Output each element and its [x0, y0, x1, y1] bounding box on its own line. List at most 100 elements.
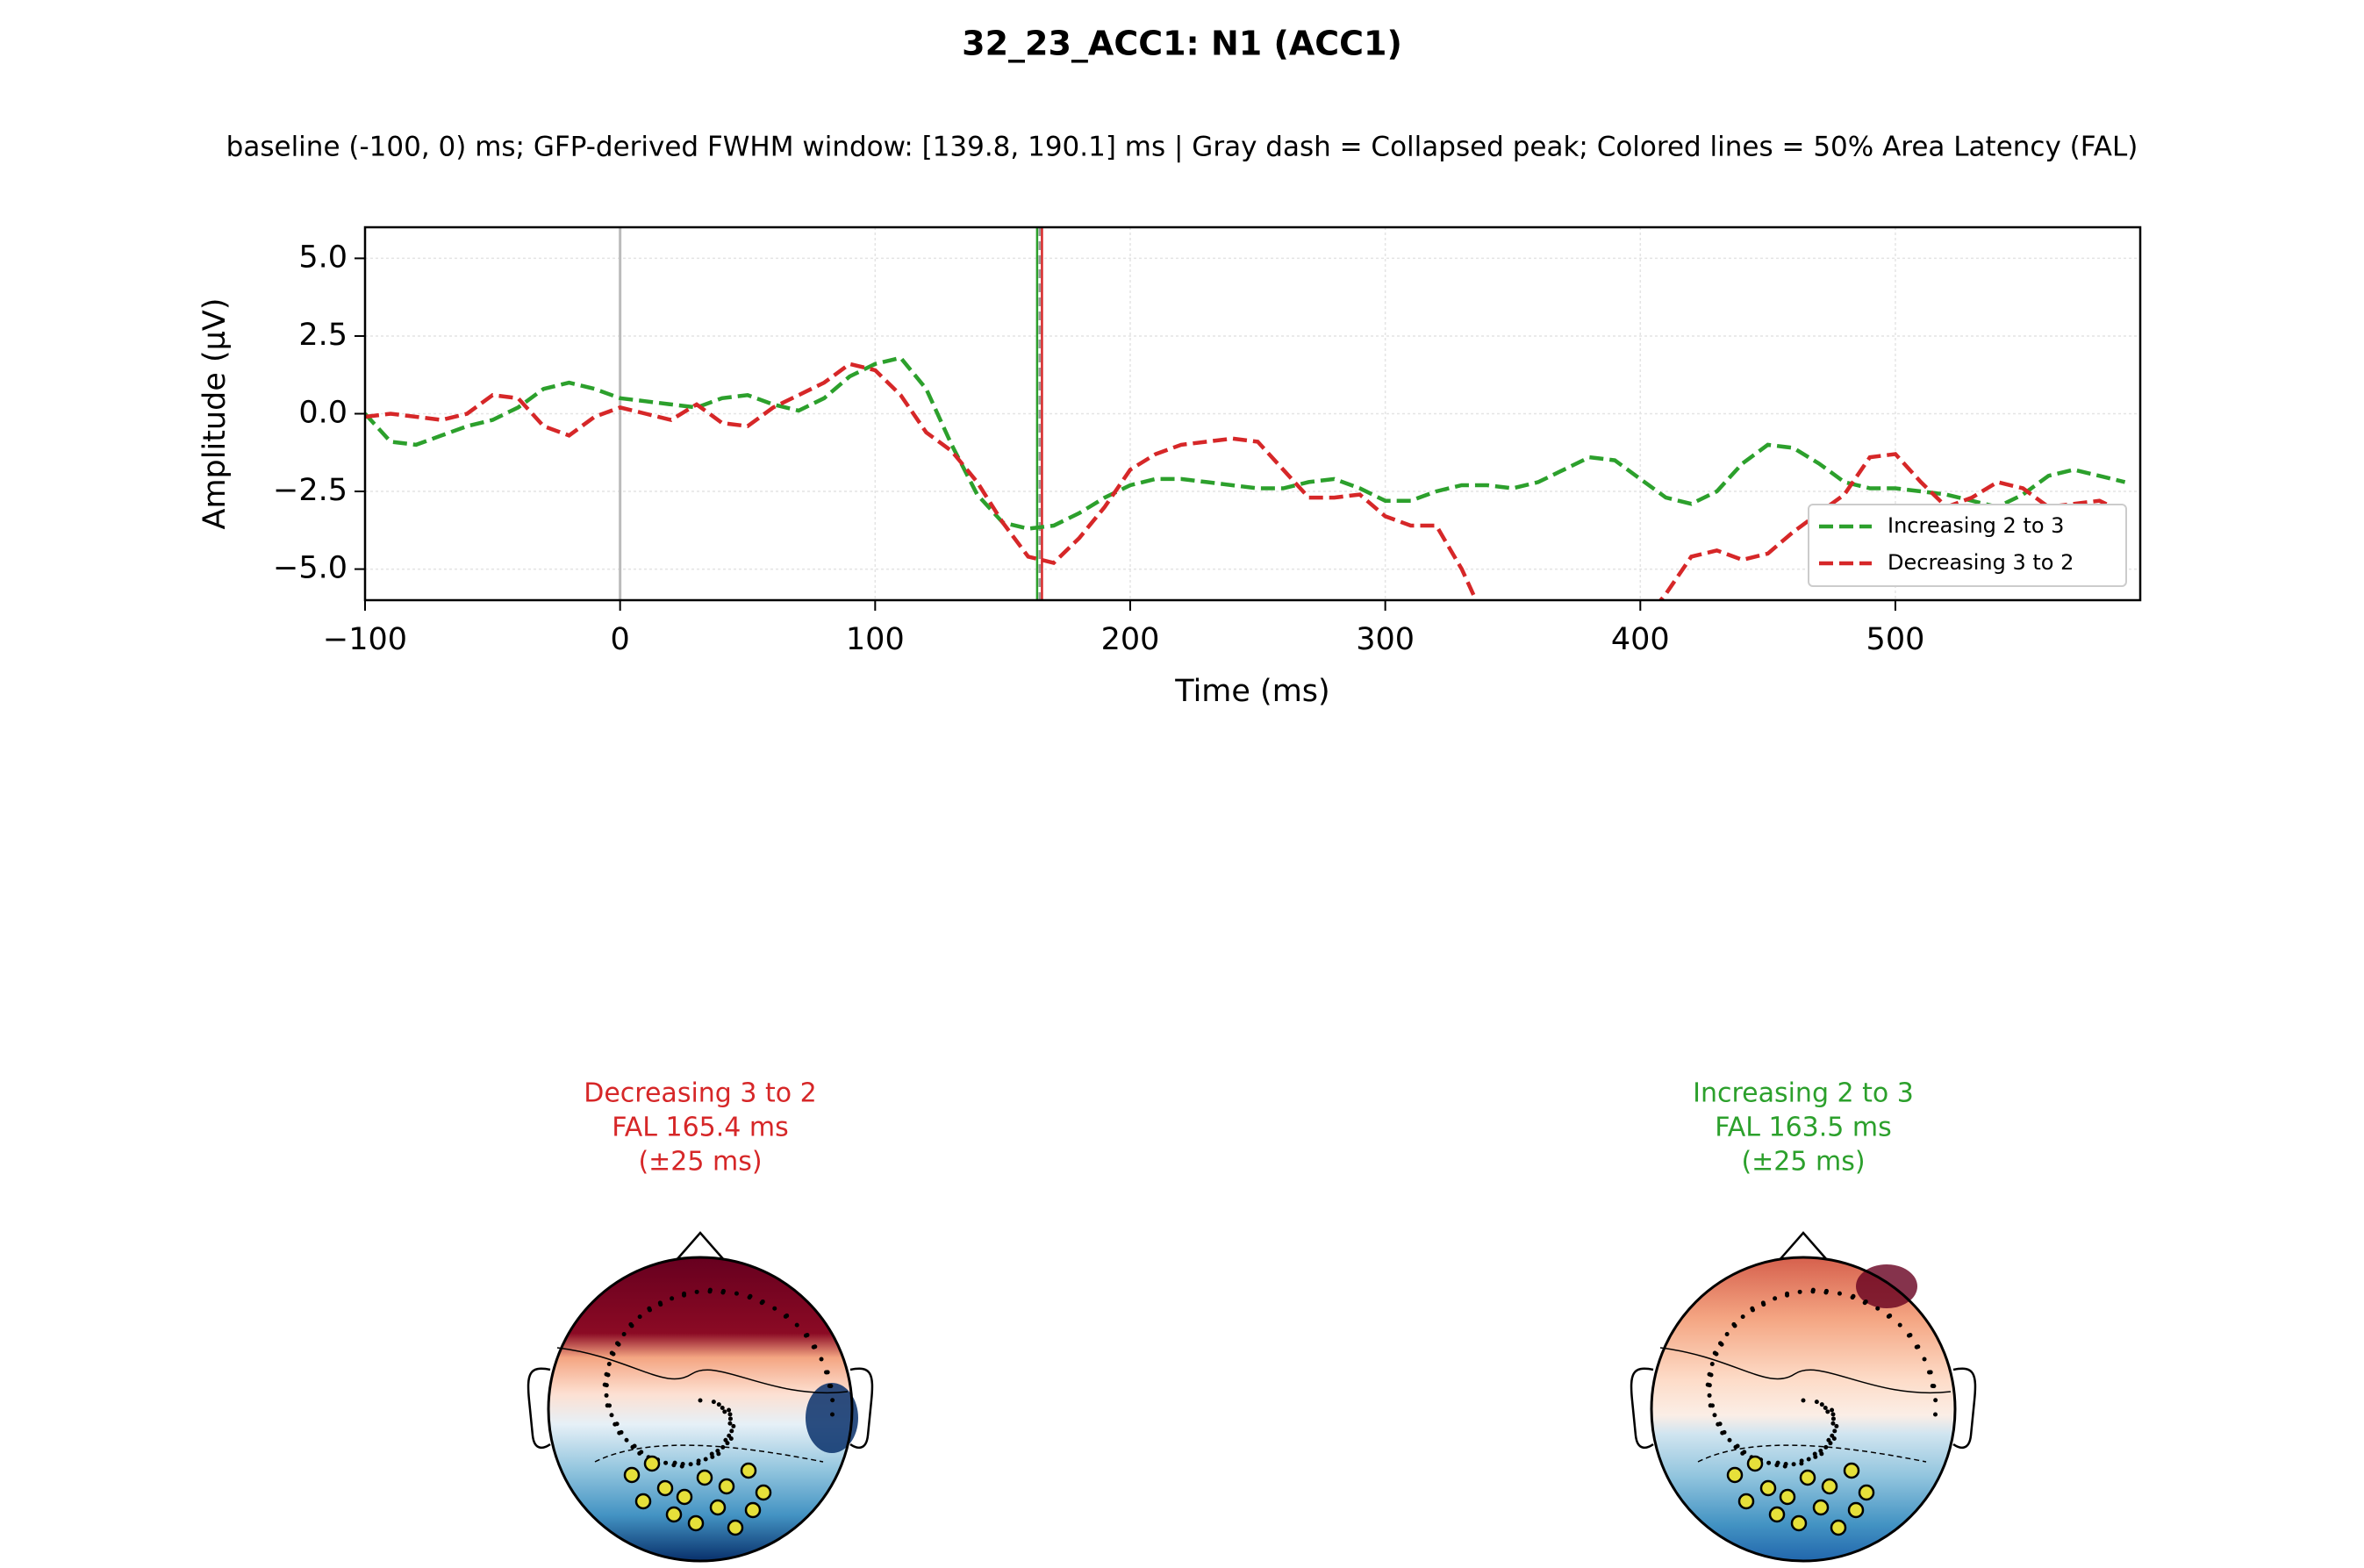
- electrode: [1830, 1433, 1835, 1438]
- roi-electrode: [676, 1488, 693, 1506]
- electrode: [694, 1289, 699, 1294]
- x-tick-label: 0: [611, 622, 630, 657]
- electrode: [670, 1296, 675, 1301]
- electrode: [658, 1302, 663, 1307]
- electrode: [707, 1289, 713, 1294]
- electrode: [1707, 1393, 1712, 1398]
- x-tick-label: 200: [1101, 622, 1160, 657]
- electrode: [637, 1314, 642, 1320]
- electrode: [1727, 1437, 1732, 1443]
- roi-electrode: [623, 1466, 641, 1484]
- head-outline: [547, 1256, 854, 1563]
- roi-electrode: [1830, 1519, 1847, 1536]
- electrode: [1875, 1306, 1880, 1311]
- electrode: [819, 1357, 824, 1362]
- head-ear: [1952, 1367, 1977, 1450]
- x-tick-label: 400: [1611, 622, 1670, 657]
- electrode: [1714, 1351, 1719, 1357]
- electrode: [1709, 1362, 1715, 1367]
- electrode: [1740, 1314, 1745, 1320]
- electrode: [632, 1443, 637, 1449]
- electrode: [648, 1307, 653, 1313]
- electrode: [1707, 1383, 1712, 1388]
- electrode: [830, 1412, 835, 1417]
- electrode: [720, 1290, 726, 1295]
- roi-electrode: [665, 1506, 683, 1523]
- electrode: [731, 1423, 736, 1428]
- electrode: [1797, 1289, 1802, 1294]
- electrode: [720, 1444, 726, 1450]
- head-outline: [1650, 1256, 1957, 1563]
- roi-electrode: [656, 1479, 674, 1497]
- legend-box: [1808, 504, 2127, 587]
- electrode: [1850, 1295, 1855, 1300]
- electrode: [1751, 1307, 1756, 1313]
- roi-electrode: [727, 1519, 744, 1536]
- electrode: [1791, 1462, 1796, 1467]
- roi-electrode: [1812, 1499, 1830, 1516]
- electrode: [614, 1421, 620, 1427]
- x-tick-label: −100: [323, 622, 407, 657]
- electrode: [1914, 1344, 1919, 1350]
- electrode: [824, 1370, 829, 1375]
- electrode: [711, 1400, 716, 1405]
- electrode: [1719, 1342, 1724, 1347]
- electrode: [639, 1450, 644, 1455]
- electrode: [1830, 1421, 1836, 1426]
- electrode: [1799, 1458, 1804, 1464]
- head-nose: [675, 1231, 726, 1262]
- electrode: [727, 1416, 733, 1421]
- electrode: [672, 1460, 677, 1465]
- electrode: [1830, 1416, 1836, 1421]
- electrode: [606, 1403, 612, 1408]
- x-axis-label: Time (ms): [1174, 674, 1329, 709]
- electrode: [729, 1428, 734, 1434]
- electrode: [1927, 1370, 1932, 1375]
- electrode: [1761, 1302, 1766, 1307]
- roi-electrode: [755, 1484, 772, 1501]
- electrode: [1862, 1300, 1867, 1306]
- electrode: [1825, 1409, 1830, 1414]
- electrode: [1801, 1398, 1806, 1403]
- electrode: [1830, 1412, 1836, 1417]
- electrode: [696, 1458, 701, 1464]
- electrode: [811, 1344, 816, 1350]
- contour: [1697, 1444, 1927, 1463]
- electrode: [619, 1429, 624, 1435]
- electrode: [1709, 1372, 1714, 1378]
- electrode: [1742, 1450, 1747, 1455]
- electrode: [783, 1314, 788, 1319]
- electrode: [703, 1457, 708, 1462]
- electrode: [606, 1362, 612, 1367]
- topomap-title: Increasing 2 to 3: [1693, 1078, 1914, 1109]
- electrode: [680, 1461, 685, 1466]
- electrode: [1709, 1403, 1715, 1408]
- topomap-blob: [806, 1383, 858, 1453]
- electrode: [1810, 1289, 1816, 1294]
- y-tick-label: 5.0: [298, 240, 347, 275]
- contour: [1659, 1347, 1952, 1393]
- y-tick-label: 0.0: [298, 396, 347, 431]
- electrode: [621, 1332, 627, 1337]
- electrode: [1922, 1357, 1927, 1362]
- topomap-latency: FAL 165.4 ms: [612, 1113, 789, 1143]
- roi-electrode: [1759, 1479, 1777, 1497]
- roi-electrode: [718, 1478, 735, 1495]
- electrode: [1785, 1292, 1790, 1298]
- roi-electrode: [1768, 1506, 1786, 1523]
- roi-electrode: [1821, 1478, 1838, 1495]
- electrode: [722, 1409, 727, 1414]
- electrode: [688, 1462, 693, 1467]
- electrode: [803, 1333, 808, 1338]
- roi-electrode: [634, 1493, 652, 1510]
- roi-electrode: [1843, 1462, 1860, 1479]
- electrode: [616, 1342, 621, 1347]
- electrode: [747, 1295, 752, 1300]
- legend-label: Decreasing 3 to 2: [1888, 550, 2074, 575]
- electrode: [720, 1405, 725, 1410]
- electrode: [1837, 1291, 1842, 1296]
- roi-electrode: [1790, 1514, 1808, 1532]
- electrode: [794, 1322, 799, 1328]
- electrode: [1823, 1290, 1829, 1295]
